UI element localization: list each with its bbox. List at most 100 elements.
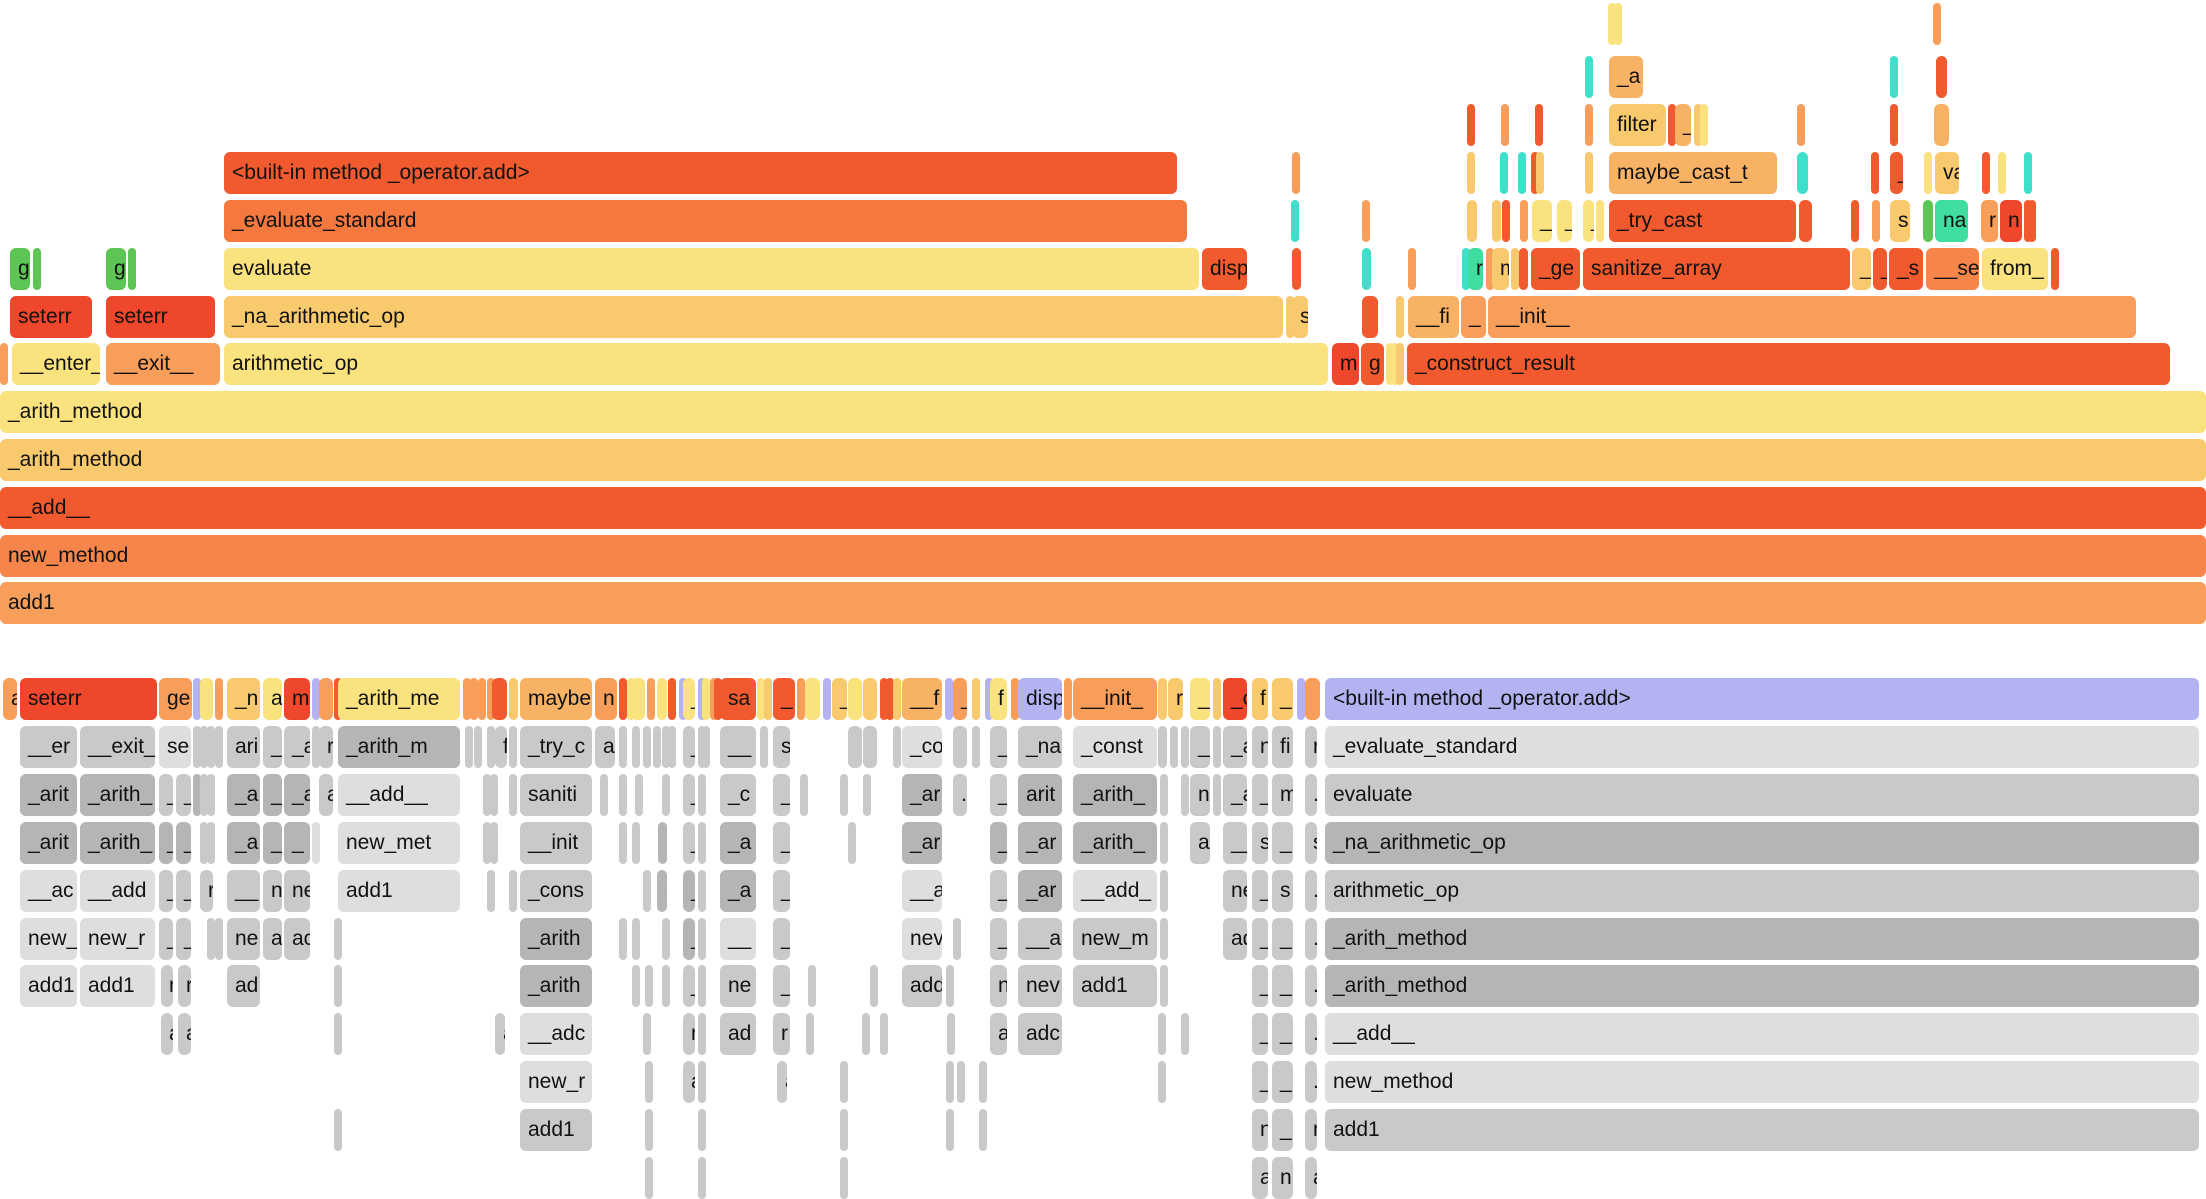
flame-frame[interactable]: [1213, 726, 1221, 768]
flame-frame[interactable]: [487, 870, 495, 912]
flame-frame[interactable]: _arith_: [80, 774, 155, 816]
flame-frame[interactable]: [487, 726, 495, 768]
flame-frame[interactable]: _: [773, 965, 790, 1007]
flame-frame[interactable]: __: [1223, 822, 1247, 864]
flame-frame[interactable]: na: [1935, 200, 1968, 242]
flame-frame[interactable]: [312, 678, 320, 720]
flame-frame[interactable]: [1531, 152, 1539, 194]
flame-frame[interactable]: a: [683, 1061, 695, 1103]
flame-frame[interactable]: [1213, 774, 1221, 816]
flame-frame[interactable]: add1: [20, 965, 77, 1007]
flame-frame[interactable]: [760, 726, 768, 768]
flame-frame[interactable]: g: [1361, 343, 1384, 385]
flame-frame[interactable]: [1890, 104, 1898, 146]
flame-frame[interactable]: [1158, 678, 1167, 720]
flame-frame[interactable]: _: [263, 726, 282, 768]
flame-frame[interactable]: [1391, 343, 1399, 385]
flame-frame[interactable]: __adc: [520, 1013, 592, 1055]
flame-frame[interactable]: __add: [80, 870, 155, 912]
flame-frame[interactable]: maybe: [520, 678, 592, 720]
flame-frame[interactable]: [1291, 200, 1299, 242]
flame-frame[interactable]: [509, 726, 517, 768]
flame-frame[interactable]: g: [10, 248, 30, 290]
flame-frame[interactable]: __add__: [1325, 1013, 2199, 1055]
flame-frame[interactable]: r: [1981, 200, 1998, 242]
flame-frame[interactable]: _arith_: [1073, 822, 1157, 864]
flame-frame[interactable]: [509, 678, 518, 720]
flame-frame[interactable]: [657, 678, 667, 720]
flame-frame[interactable]: [193, 774, 201, 816]
flame-frame[interactable]: r: [1168, 678, 1183, 720]
flame-frame[interactable]: arithmetic_op: [1325, 870, 2199, 912]
flame-frame[interactable]: s: [1292, 296, 1308, 338]
flame-frame[interactable]: _: [683, 870, 695, 912]
flame-frame[interactable]: [465, 726, 473, 768]
flame-frame[interactable]: __fi: [1408, 296, 1459, 338]
flame-frame[interactable]: [207, 774, 215, 816]
flame-frame[interactable]: __add_: [1073, 870, 1157, 912]
flame-frame[interactable]: ne: [720, 965, 756, 1007]
flame-frame[interactable]: f: [990, 678, 1007, 720]
flame-frame[interactable]: [1851, 200, 1859, 242]
flame-frame[interactable]: [1585, 56, 1593, 98]
flame-frame[interactable]: _a: [1609, 56, 1643, 98]
flame-frame[interactable]: add1: [338, 870, 460, 912]
flame-frame[interactable]: [757, 678, 765, 720]
flame-frame[interactable]: _: [1252, 774, 1268, 816]
flame-frame[interactable]: r: [178, 965, 191, 1007]
flame-frame[interactable]: _: [832, 678, 847, 720]
flame-frame[interactable]: [668, 726, 676, 768]
flame-frame[interactable]: __: [720, 726, 756, 768]
flame-frame[interactable]: _: [1252, 870, 1268, 912]
flame-frame[interactable]: _: [683, 726, 695, 768]
flame-frame[interactable]: [957, 1061, 965, 1103]
flame-frame[interactable]: [632, 822, 640, 864]
flame-frame[interactable]: [1158, 1061, 1166, 1103]
flame-frame[interactable]: __exit__: [106, 343, 220, 385]
flame-frame[interactable]: _: [773, 822, 790, 864]
flame-frame[interactable]: _a: [1223, 726, 1247, 768]
flame-frame[interactable]: _arith: [520, 965, 592, 1007]
flame-frame[interactable]: [840, 1157, 848, 1199]
flame-frame[interactable]: _: [159, 870, 173, 912]
flame-frame[interactable]: [619, 774, 627, 816]
flame-frame[interactable]: nev: [1018, 965, 1062, 1007]
flame-frame[interactable]: n: [1252, 726, 1268, 768]
flame-frame[interactable]: .: [1305, 1061, 1317, 1103]
flame-frame[interactable]: _: [683, 918, 695, 960]
flame-frame[interactable]: [1396, 343, 1404, 385]
flame-frame[interactable]: [1799, 200, 1812, 242]
flame-frame[interactable]: r: [161, 965, 173, 1007]
flame-frame[interactable]: [698, 965, 706, 1007]
flame-frame[interactable]: [946, 1109, 954, 1151]
flame-frame[interactable]: [668, 678, 676, 720]
flame-frame[interactable]: _na_arithmetic_op: [224, 296, 1283, 338]
flame-frame[interactable]: [645, 1157, 653, 1199]
flame-frame[interactable]: r: [808, 965, 816, 1007]
flame-frame[interactable]: [702, 726, 710, 768]
flame-frame[interactable]: [647, 678, 655, 720]
flame-frame[interactable]: [193, 678, 201, 720]
flame-frame[interactable]: _: [990, 918, 1007, 960]
flame-frame[interactable]: [1871, 152, 1879, 194]
flame-frame[interactable]: fi: [1272, 726, 1293, 768]
flame-frame[interactable]: [1694, 104, 1702, 146]
flame-frame[interactable]: [2024, 152, 2032, 194]
flame-frame[interactable]: _: [1675, 104, 1691, 146]
flame-frame[interactable]: <built-in method _operator.add>: [1325, 678, 2199, 720]
flame-frame[interactable]: n: [1272, 1157, 1293, 1199]
flame-frame[interactable]: __ac: [20, 870, 77, 912]
flame-frame[interactable]: s: [1305, 822, 1317, 864]
flame-frame[interactable]: r: [1305, 1109, 1317, 1151]
flame-frame[interactable]: [1286, 296, 1294, 338]
flame-frame[interactable]: seterr: [20, 678, 157, 720]
flame-frame[interactable]: a: [263, 918, 282, 960]
flame-frame[interactable]: a: [1305, 1157, 1317, 1199]
flame-frame[interactable]: _s: [1889, 248, 1923, 290]
flame-frame[interactable]: [200, 726, 208, 768]
flame-frame[interactable]: [893, 726, 901, 768]
flame-frame[interactable]: m: [1492, 248, 1509, 290]
flame-frame[interactable]: n: [990, 965, 1007, 1007]
flame-frame[interactable]: [1305, 678, 1320, 720]
flame-frame[interactable]: a: [862, 1013, 870, 1055]
